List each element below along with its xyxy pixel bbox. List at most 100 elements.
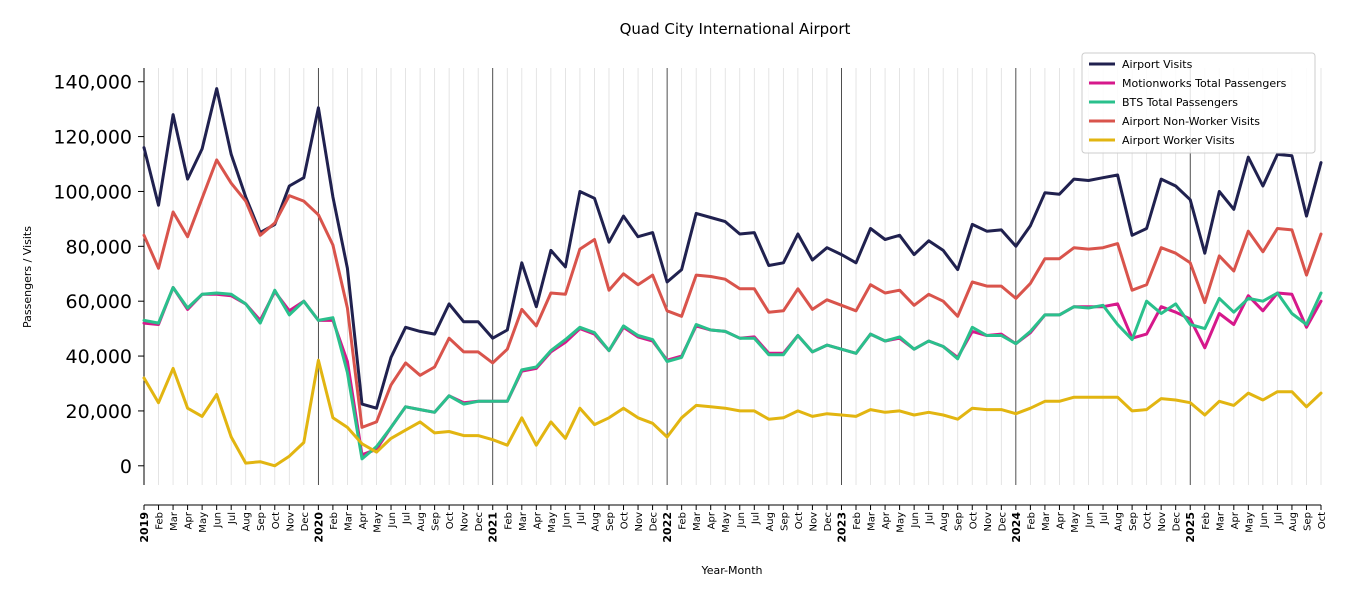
x-tick-label: 2019: [138, 512, 151, 543]
x-tick-label: 2021: [487, 512, 500, 543]
x-tick-label: Feb: [852, 512, 863, 530]
x-tick-label: Mar: [867, 511, 878, 531]
x-tick-label: 2020: [312, 512, 325, 543]
x-tick-label: Aug: [765, 512, 776, 532]
x-tick-label: Apr: [532, 511, 543, 529]
x-tick-label: Aug: [1288, 512, 1299, 532]
x-tick-label: Jul: [750, 512, 761, 525]
legend-label: Motionworks Total Passengers: [1122, 77, 1287, 90]
x-tick-label: May: [372, 512, 383, 533]
x-tick-label: Jun: [561, 512, 572, 529]
x-tick-label: Oct: [1317, 512, 1328, 529]
x-tick-label: Nov: [983, 512, 994, 532]
series-line-airport-visits: [142, 87, 1323, 410]
x-tick-label: Apr: [707, 511, 718, 529]
legend-label: BTS Total Passengers: [1122, 96, 1238, 109]
x-tick-label: 2023: [835, 512, 848, 543]
x-tick-label: Dec: [474, 512, 485, 531]
legend-box: [1081, 52, 1316, 154]
x-tick-label: Oct: [794, 512, 805, 529]
x-tick-label: May: [198, 512, 209, 533]
y-tick-label: 40,000: [66, 346, 132, 368]
x-tick-label: Mar: [1041, 511, 1052, 531]
x-tick-label: Mar: [692, 511, 703, 531]
x-tick-label: Jul: [402, 512, 413, 525]
x-tick-label: Oct: [445, 512, 456, 529]
x-tick-label: Nov: [285, 512, 296, 532]
x-tick-label: May: [1070, 512, 1081, 533]
chart-title: Quad City International Airport: [620, 20, 851, 38]
x-tick-label: Jun: [910, 512, 921, 529]
y-axis-label: Passengers / Visits: [21, 226, 34, 328]
x-tick-label: Dec: [823, 512, 834, 531]
x-tick-label: Jul: [576, 512, 587, 525]
x-tick-label: Jun: [736, 512, 747, 529]
x-tick-label: Sep: [1302, 512, 1313, 531]
x-tick-label: Jul: [925, 512, 936, 525]
x-tick-label: Mar: [169, 511, 180, 531]
x-tick-label: May: [547, 512, 558, 533]
x-axis: 2019 Feb Mar Apr May Jun Jul Aug Sep Oct Nov Dec 202…: [138, 504, 1328, 543]
x-tick-label: Jun: [387, 512, 398, 529]
x-tick-label: Dec: [649, 512, 660, 531]
x-tick-label: Mar: [1215, 511, 1226, 531]
x-tick-label: Oct: [271, 512, 282, 529]
x-tick-label: Sep: [954, 512, 965, 531]
x-tick-label: 2025: [1184, 512, 1197, 543]
x-tick-label: Oct: [968, 512, 979, 529]
x-tick-label: Nov: [808, 512, 819, 532]
x-tick-label: May: [1244, 512, 1255, 533]
x-tick-label: Oct: [620, 512, 631, 529]
x-tick-label: Mar: [343, 511, 354, 531]
x-tick-label: Jun: [1259, 512, 1270, 529]
x-tick-label: Sep: [605, 512, 616, 531]
x-tick-label: Feb: [1026, 512, 1037, 530]
legend-label: Airport Non-Worker Visits: [1122, 115, 1260, 128]
x-tick-label: May: [721, 512, 732, 533]
x-tick-label: Jun: [1085, 512, 1096, 529]
x-tick-label: Mar: [518, 511, 529, 531]
x-tick-label: Dec: [300, 512, 311, 531]
x-tick-label: Feb: [1201, 512, 1212, 530]
legend-label: Airport Worker Visits: [1122, 134, 1235, 147]
x-tick-label: Nov: [460, 512, 471, 532]
x-tick-label: Oct: [1143, 512, 1154, 529]
x-tick-label: Feb: [155, 512, 166, 530]
x-tick-label: Sep: [431, 512, 442, 531]
x-tick-label: 2022: [661, 512, 674, 543]
legend: Airport Visits Motionworks Total Passenge…: [1081, 52, 1316, 154]
x-tick-label: Apr: [1055, 511, 1066, 529]
y-tick-label: 140,000: [53, 72, 132, 94]
y-tick-label: 100,000: [53, 181, 132, 203]
x-tick-label: Jul: [1273, 512, 1284, 525]
x-tick-label: 2024: [1010, 512, 1023, 543]
x-tick-label: Nov: [1157, 512, 1168, 532]
series-line-bts-total-passengers: [142, 286, 1323, 461]
x-tick-label: Apr: [881, 511, 892, 529]
x-tick-label: Dec: [1172, 512, 1183, 531]
legend-label: Airport Visits: [1122, 58, 1193, 71]
y-tick-label: 0: [120, 456, 132, 478]
y-axis: 0 20,000 40,000 60,000 80,000 100,000 120,000 1…: [53, 68, 145, 485]
x-tick-label: Jul: [227, 512, 238, 525]
x-tick-label: Apr: [358, 511, 369, 529]
x-tick-label: Aug: [1114, 512, 1125, 532]
x-tick-label: Aug: [242, 512, 253, 532]
x-tick-label: Jun: [213, 512, 224, 529]
x-tick-label: Sep: [256, 512, 267, 531]
x-axis-label: Year-Month: [700, 564, 762, 577]
y-tick-label: 60,000: [66, 291, 132, 313]
x-tick-label: Sep: [1128, 512, 1139, 531]
x-tick-label: Aug: [416, 512, 427, 532]
x-tick-label: Apr: [1230, 511, 1241, 529]
series-line-airport-non-worker-visits: [142, 158, 1323, 429]
x-tick-label: Feb: [503, 512, 514, 530]
y-tick-label: 20,000: [66, 401, 132, 423]
series-line-airport-worker-visits: [142, 358, 1323, 468]
x-tick-label: Aug: [939, 512, 950, 532]
y-tick-label: 80,000: [66, 236, 132, 258]
x-tick-label: Jul: [1099, 512, 1110, 525]
x-tick-label: May: [896, 512, 907, 533]
x-tick-label: Dec: [997, 512, 1008, 531]
